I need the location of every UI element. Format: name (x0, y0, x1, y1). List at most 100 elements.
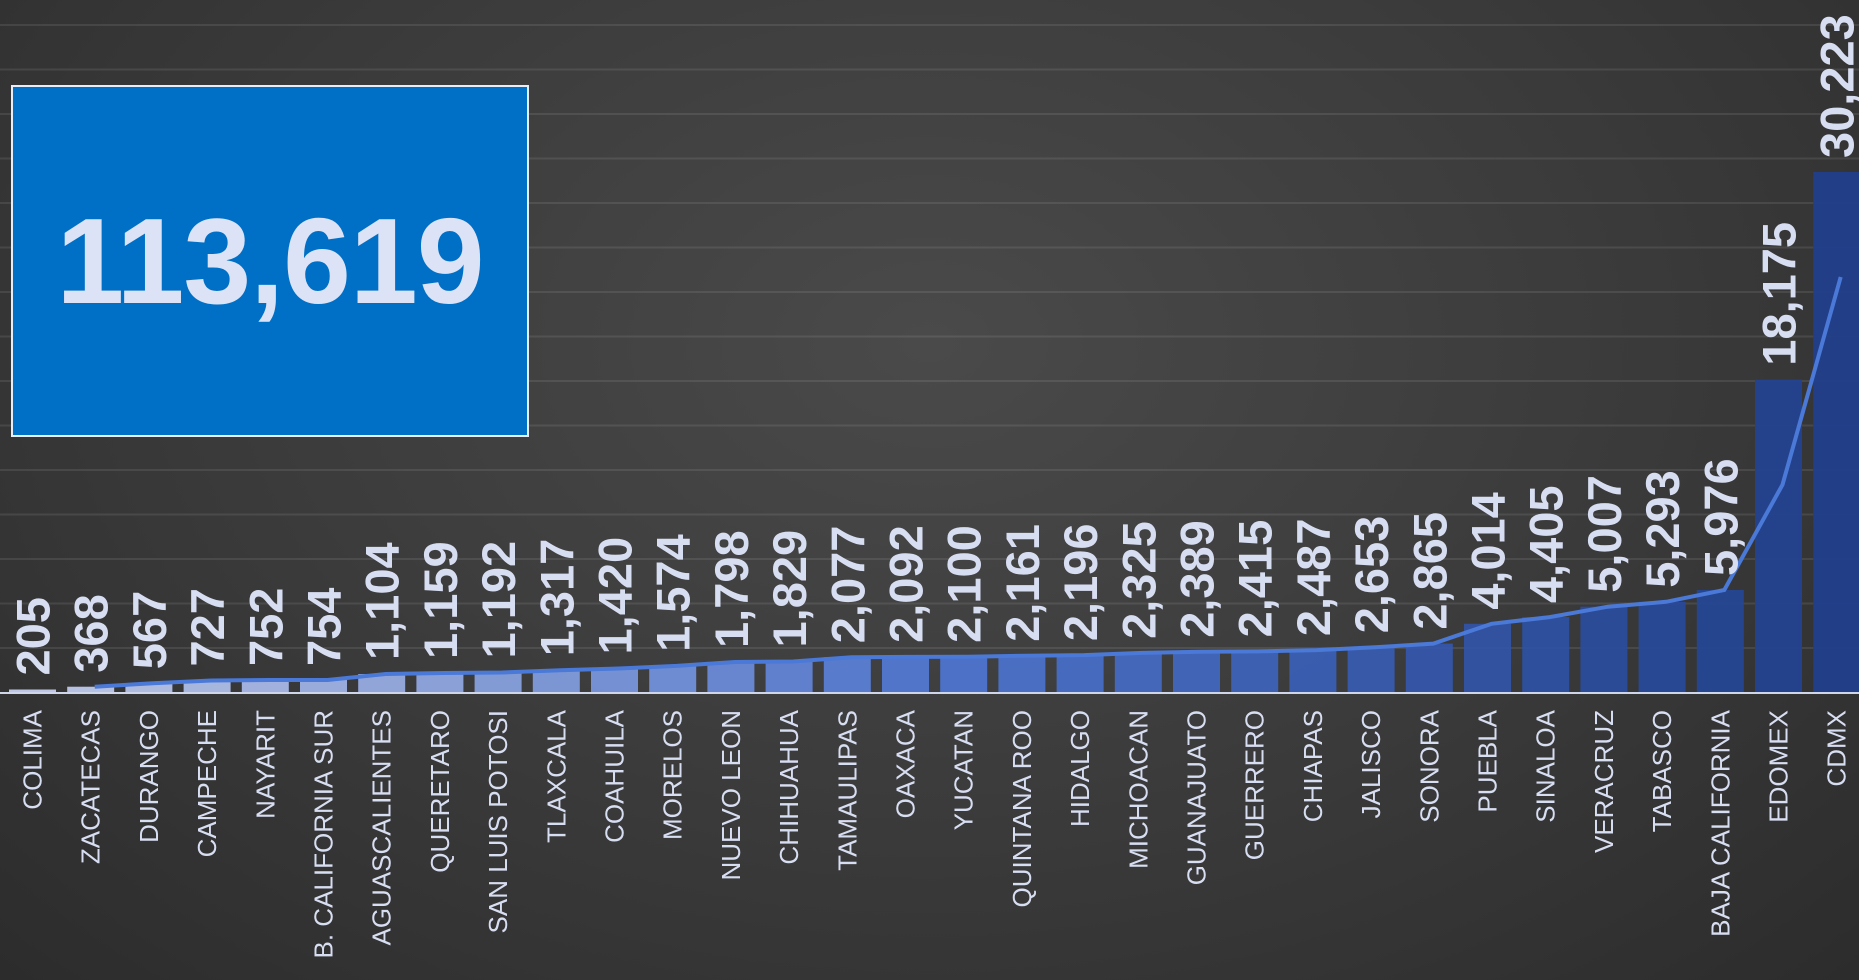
value-label: 205 (7, 597, 60, 675)
value-label: 727 (181, 588, 234, 666)
category-label: SONORA (1414, 709, 1444, 822)
category-label: COAHUILA (600, 709, 630, 843)
category-label: DURANGO (134, 710, 164, 843)
bar-baja-california (1696, 590, 1744, 693)
category-label: QUINTANA ROO (1007, 710, 1037, 907)
category-label: YUCATAN (949, 710, 979, 830)
category-label: SAN LUIS POTOSI (483, 710, 513, 933)
bar-b-california-sur (300, 680, 347, 693)
value-label: 1,574 (647, 534, 700, 652)
value-label: 1,104 (356, 542, 409, 660)
value-label: 2,092 (880, 525, 933, 643)
bar-sinaloa (1522, 617, 1570, 693)
category-label: TLAXCALA (541, 709, 571, 843)
category-label: GUERRERO (1240, 710, 1270, 860)
value-label: 1,317 (530, 539, 583, 657)
category-label: CDMX (1822, 710, 1852, 787)
bar-campeche (183, 680, 231, 693)
bar-chiapas (1289, 650, 1337, 693)
bars (9, 172, 1859, 693)
value-label: 2,865 (1403, 512, 1456, 630)
trend-line (94, 276, 1843, 689)
category-label: MICHOACAN (1123, 710, 1153, 869)
bar-michoacan (1114, 652, 1162, 693)
value-label: 4,405 (1520, 485, 1573, 603)
value-label: 754 (298, 588, 351, 666)
category-label: SINALOA (1531, 709, 1561, 822)
category-label: BAJA CALIFORNIA (1705, 709, 1735, 936)
value-label: 2,389 (1171, 520, 1224, 638)
category-label: QUERETARO (425, 710, 455, 873)
category-label: JALISCO (1356, 710, 1386, 818)
bar-quintana-roo (998, 655, 1046, 693)
category-label: EDOMEX (1764, 710, 1794, 823)
category-label: PUEBLA (1473, 709, 1503, 812)
bar-morelos (649, 665, 697, 693)
value-labels: 205 368 567 727 752 754 1,104 1,159 1,192 1,317 1,… (7, 14, 1859, 675)
value-label: 1,420 (589, 537, 642, 655)
value-label: 2,325 (1112, 521, 1165, 639)
value-label: 5,976 (1694, 458, 1747, 576)
bar-tabasco (1638, 601, 1686, 693)
bar-durango (125, 683, 173, 693)
bar-guerrero (1231, 651, 1279, 693)
value-label: 752 (239, 588, 292, 666)
category-label: TAMAULIPAS (832, 710, 862, 871)
value-label: 1,192 (472, 541, 525, 659)
bar-yucatan (940, 656, 988, 693)
total-box: 113,619 (11, 85, 529, 437)
category-label: ZACATECAS (76, 710, 106, 864)
category-label: CHIHUAHUA (774, 709, 804, 864)
category-label: NUEVO LEON (716, 710, 746, 881)
bar-guanajuato (1173, 651, 1220, 693)
value-label: 2,100 (938, 525, 991, 643)
value-label: 1,159 (414, 541, 467, 659)
category-label: B. CALIFORNIA SUR (309, 710, 339, 959)
value-label: 5,007 (1578, 475, 1631, 593)
bar-nuevo-leon (707, 662, 755, 693)
value-label: 2,077 (821, 526, 874, 644)
bar-queretaro (416, 673, 464, 693)
value-label: 2,415 (1229, 520, 1282, 638)
category-label: VERACRUZ (1589, 710, 1619, 853)
bar-puebla (1464, 623, 1511, 693)
bar-jalisco (1347, 647, 1395, 693)
value-label: 5,293 (1636, 470, 1689, 588)
value-label: 2,161 (996, 524, 1049, 642)
bar-san-luis-potosi (474, 672, 522, 693)
bar-nayarit (241, 680, 289, 693)
category-label: AGUASCALIENTES (367, 710, 397, 946)
bar-sonora (1405, 643, 1453, 693)
value-label: 18,175 (1753, 222, 1806, 366)
value-label: 368 (65, 594, 118, 672)
bar-aguascalientes (358, 674, 406, 693)
category-label: OAXACA (891, 709, 921, 818)
bar-hidalgo (1056, 655, 1104, 693)
bar-tlaxcala (532, 670, 580, 693)
category-label: NAYARIT (250, 710, 280, 819)
value-label: 2,487 (1287, 518, 1340, 636)
category-label: TABASCO (1647, 710, 1677, 832)
value-label: 2,196 (1054, 523, 1107, 641)
category-label: CHIAPAS (1298, 710, 1328, 822)
bar-tamaulipas (823, 657, 871, 693)
value-label: 4,014 (1462, 492, 1515, 610)
total-value: 113,619 (56, 193, 484, 329)
value-label: 2,653 (1345, 516, 1398, 634)
category-label: CAMPECHE (192, 710, 222, 857)
category-labels: COLIMA ZACATECAS DURANGO CAMPECHE NAYARIT B. … (18, 709, 1852, 958)
bar-oaxaca (882, 656, 929, 693)
value-label: 30,223 (1811, 14, 1859, 158)
category-label: MORELOS (658, 710, 688, 840)
category-label: COLIMA (18, 709, 48, 809)
value-label: 567 (123, 591, 176, 669)
bar-colima (9, 689, 56, 693)
value-label: 1,829 (763, 530, 816, 648)
bar-zacatecas (67, 686, 115, 693)
bar-coahuila (591, 668, 638, 693)
bar-veracruz (1580, 606, 1628, 693)
bar-chihuahua (765, 661, 813, 693)
category-label: GUANAJUATO (1182, 710, 1212, 885)
